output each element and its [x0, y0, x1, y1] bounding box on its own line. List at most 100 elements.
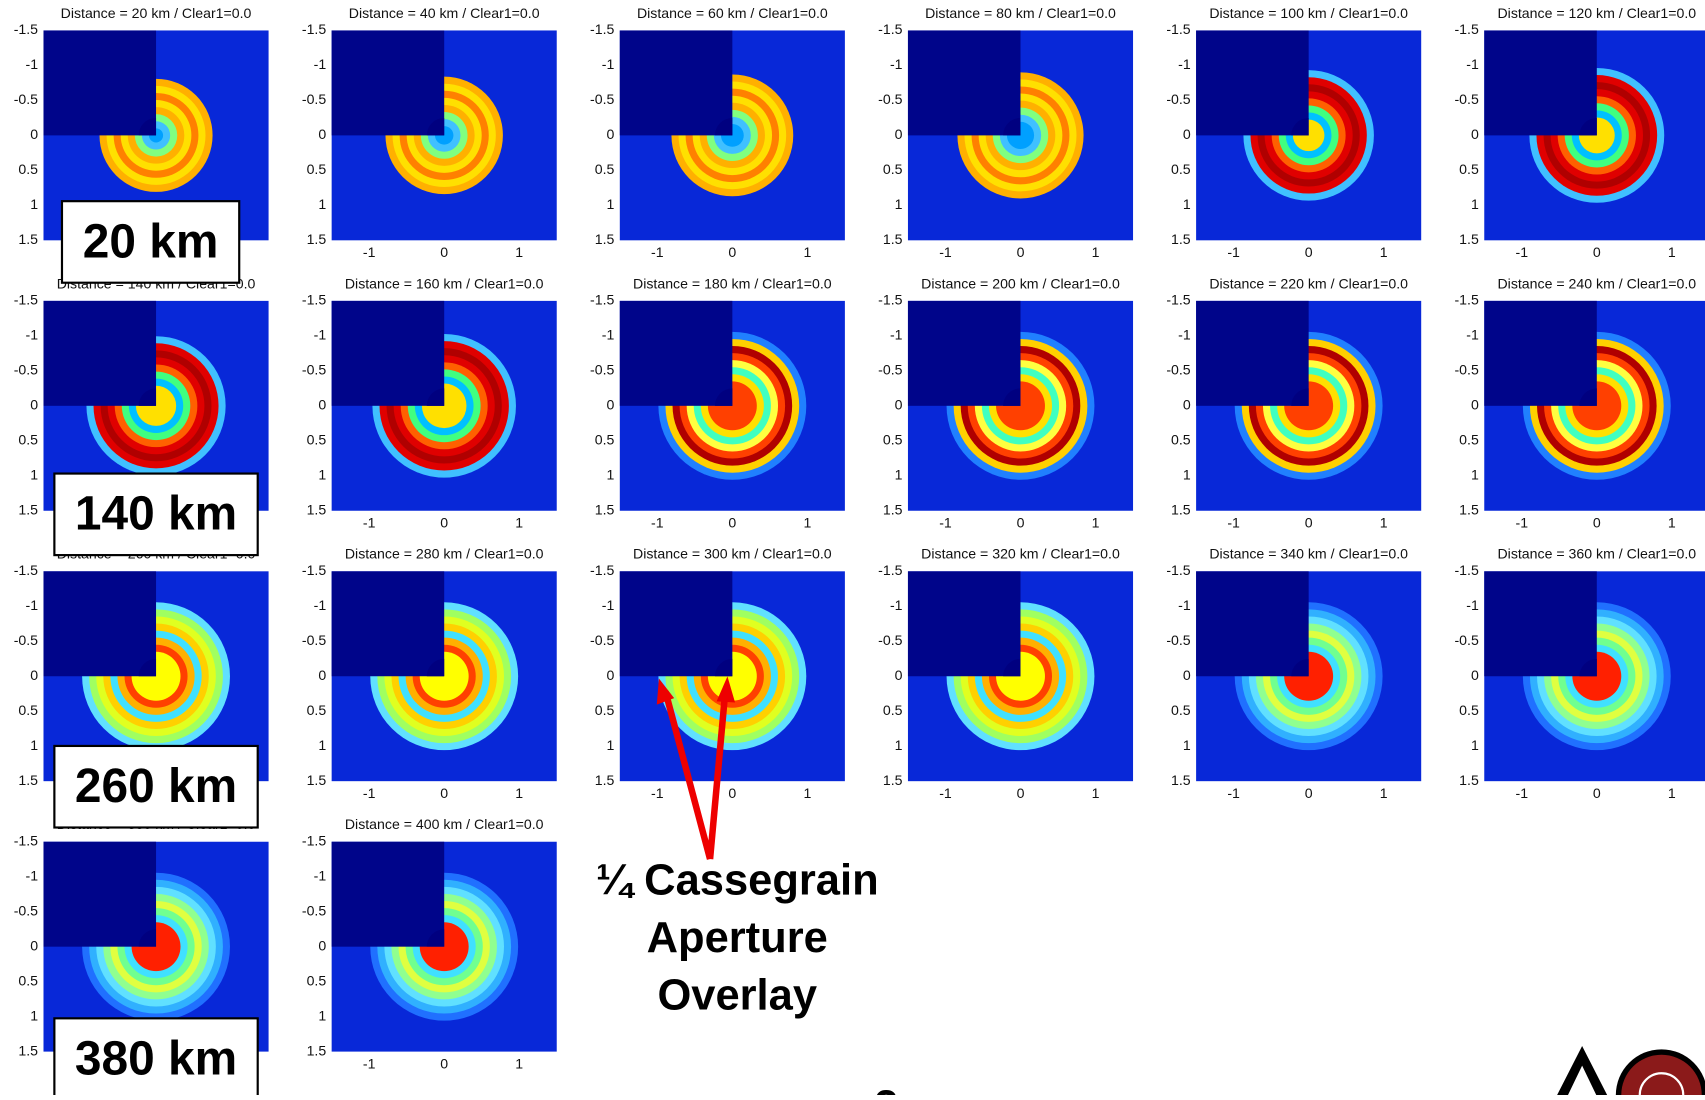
- y-tick-label: -1.5: [14, 21, 38, 37]
- y-tick-label: -1: [314, 597, 327, 613]
- plot-title: Distance = 360 km / Clear1=0.0: [1497, 546, 1696, 562]
- y-tick-label: 1: [1183, 737, 1191, 753]
- x-tick-label: 1: [1668, 515, 1676, 531]
- plot-title: Distance = 120 km / Clear1=0.0: [1497, 5, 1696, 21]
- y-tick-label: -1.5: [590, 292, 614, 308]
- y-tick-label: 1: [607, 467, 615, 483]
- y-tick-label: -1.5: [1166, 292, 1190, 308]
- y-tick-label: 0: [895, 667, 903, 683]
- x-tick-label: 0: [440, 785, 448, 801]
- y-tick-label: -0.5: [302, 362, 326, 378]
- plot: Distance = 280 km / Clear1=0.0-1.5-1-0.5…: [302, 546, 557, 801]
- y-tick-label: 0.5: [18, 161, 38, 177]
- y-tick-label: -1: [602, 597, 615, 613]
- y-tick-label: -1: [1466, 56, 1479, 72]
- y-tick-label: -1.5: [590, 21, 614, 37]
- y-tick-label: 1: [895, 196, 903, 212]
- x-tick-label: 1: [1092, 515, 1100, 531]
- plot: Distance = 180 km / Clear1=0.0-1.5-1-0.5…: [590, 275, 845, 530]
- row-label: 140 km: [75, 488, 237, 541]
- y-tick-label: -0.5: [1454, 91, 1478, 107]
- plot: Distance = 360 km / Clear1=0.0-1.5-1-0.5…: [1454, 546, 1705, 801]
- y-tick-label: 0: [1471, 126, 1479, 142]
- x-tick-label: -1: [363, 515, 376, 531]
- aperture-quarter: [1484, 301, 1597, 406]
- plot-title: Distance = 280 km / Clear1=0.0: [345, 546, 544, 562]
- x-tick-label: 1: [515, 785, 523, 801]
- y-tick-label: 1: [318, 1007, 326, 1023]
- x-tick-label: 0: [440, 1055, 448, 1071]
- plot: Distance = 220 km / Clear1=0.0-1.5-1-0.5…: [1166, 275, 1421, 530]
- x-tick-label: 1: [1380, 244, 1388, 260]
- y-tick-label: -0.5: [1454, 632, 1478, 648]
- y-tick-label: 0.5: [595, 161, 615, 177]
- page: Distance = 20 km / Clear1=0.0 -1.5 -1 -0.5 0…: [0, 0, 1705, 1095]
- y-tick-label: -1.5: [14, 292, 38, 308]
- y-tick-label: -1.5: [590, 562, 614, 578]
- x-tick-label: 1: [1668, 244, 1676, 260]
- y-tick-label: 1.5: [18, 231, 38, 247]
- annotation-line: ¼ Cassegrain: [596, 856, 879, 904]
- row-label: 260 km: [75, 760, 237, 813]
- plot: Distance = 320 km / Clear1=0.0-1.5-1-0.5…: [878, 546, 1133, 801]
- y-tick-label: -0.5: [878, 362, 902, 378]
- plot-title: Distance = 200 km / Clear1=0.0: [921, 275, 1120, 291]
- y-tick-label: 0: [895, 126, 903, 142]
- y-tick-label: 1.5: [595, 501, 615, 517]
- y-tick-label: -1.5: [1454, 562, 1478, 578]
- page-number: 2: [874, 1083, 898, 1095]
- y-tick-label: -0.5: [14, 91, 38, 107]
- annotation-line: Overlay: [657, 972, 817, 1020]
- x-tick-label: -1: [651, 244, 664, 260]
- y-tick-label: 0.5: [883, 161, 903, 177]
- y-tick-label: -1: [314, 56, 327, 72]
- x-tick-label: -1: [1227, 785, 1240, 801]
- y-tick-label: 0.5: [1171, 432, 1191, 448]
- x-tick-label: 0: [1305, 244, 1313, 260]
- aperture-quarter: [332, 301, 445, 406]
- plot-title: Distance = 240 km / Clear1=0.0: [1497, 275, 1696, 291]
- plot-title: Distance = 20 km / Clear1=0.0: [61, 5, 252, 21]
- y-tick-label: -1: [1178, 327, 1191, 343]
- y-tick-label: 1: [30, 196, 38, 212]
- y-tick-label: -0.5: [1166, 91, 1190, 107]
- x-tick-label: 0: [440, 244, 448, 260]
- plot: Distance = 240 km / Clear1=0.0-1.5-1-0.5…: [1454, 275, 1705, 530]
- y-tick-label: 1.5: [883, 772, 903, 788]
- logo: [1557, 1046, 1705, 1095]
- y-tick-label: 1: [1471, 737, 1479, 753]
- x-tick-label: 1: [803, 515, 811, 531]
- y-tick-label: 1.5: [1459, 231, 1479, 247]
- y-tick-label: 0: [895, 397, 903, 413]
- y-tick-label: 0.5: [1459, 702, 1479, 718]
- x-tick-label: 0: [1305, 785, 1313, 801]
- aperture-quarter: [908, 301, 1021, 406]
- y-tick-label: 1.5: [307, 501, 327, 517]
- aperture-quarter: [1484, 571, 1597, 676]
- y-tick-label: -0.5: [302, 902, 326, 918]
- x-tick-label: 1: [515, 515, 523, 531]
- y-tick-label: 1.5: [307, 772, 327, 788]
- y-tick-label: 0: [1183, 397, 1191, 413]
- y-tick-label: -1.5: [878, 292, 902, 308]
- y-tick-label: -1: [314, 867, 327, 883]
- y-tick-label: 0.5: [18, 972, 38, 988]
- y-tick-label: 0.5: [18, 432, 38, 448]
- plot-title: Distance = 100 km / Clear1=0.0: [1209, 5, 1408, 21]
- plot-title: Distance = 340 km / Clear1=0.0: [1209, 546, 1408, 562]
- y-tick-label: 1.5: [595, 772, 615, 788]
- x-tick-label: 0: [1017, 785, 1025, 801]
- x-tick-label: 0: [728, 515, 736, 531]
- plot-title: Distance = 400 km / Clear1=0.0: [345, 816, 544, 832]
- x-tick-label: 0: [1017, 244, 1025, 260]
- y-tick-label: 0: [30, 397, 38, 413]
- y-tick-label: -0.5: [1166, 362, 1190, 378]
- y-tick-label: -1: [25, 867, 38, 883]
- x-tick-label: -1: [363, 1055, 376, 1071]
- y-tick-label: 1: [607, 196, 615, 212]
- plot: Distance = 400 km / Clear1=0.0-1.5-1-0.5…: [302, 816, 557, 1071]
- y-tick-label: 0: [318, 667, 326, 683]
- y-tick-label: -1.5: [302, 292, 326, 308]
- y-tick-label: 0.5: [883, 702, 903, 718]
- x-tick-label: -1: [1227, 244, 1240, 260]
